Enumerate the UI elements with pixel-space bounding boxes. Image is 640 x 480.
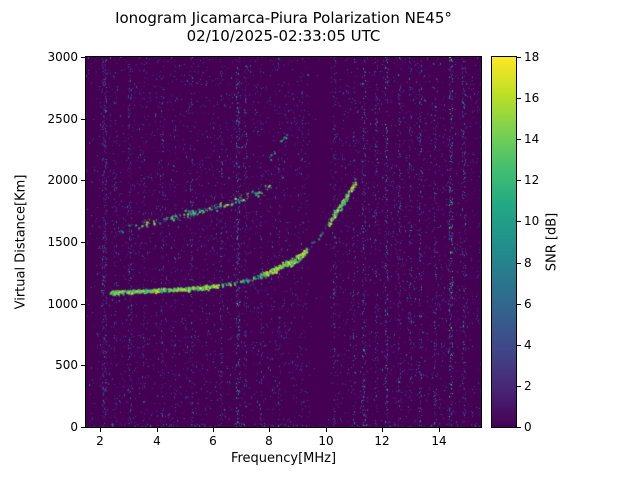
colorbar-tick-mark <box>517 180 521 181</box>
colorbar-tick-mark <box>517 139 521 140</box>
y-tick-mark <box>81 119 85 120</box>
colorbar-tick-mark <box>517 98 521 99</box>
x-tick-mark <box>439 428 440 432</box>
x-tick-mark <box>269 428 270 432</box>
x-tick-mark <box>213 428 214 432</box>
x-tick-mark <box>157 428 158 432</box>
y-tick-mark <box>81 427 85 428</box>
y-axis-label: Virtual Distance[Km] <box>13 174 29 310</box>
colorbar-tick-label: 6 <box>524 297 532 311</box>
x-axis-label: Frequency[MHz] <box>230 451 337 466</box>
y-tick-label: 1000 <box>47 297 78 311</box>
y-tick-label: 500 <box>55 358 78 372</box>
colorbar-tick-mark <box>517 427 521 428</box>
colorbar-tick-label: 2 <box>524 379 532 393</box>
ionogram-heatmap <box>86 57 481 427</box>
colorbar-tick-label: 16 <box>524 91 540 105</box>
chart-title-line2: 02/10/2025-02:33:05 UTC <box>186 27 381 45</box>
colorbar-tick-mark <box>517 304 521 305</box>
x-tick-label: 12 <box>374 434 390 448</box>
chart-title: Ionogram Jicamarca-Piura Polarization NE… <box>86 9 481 45</box>
colorbar-tick-mark <box>517 221 521 222</box>
y-tick-mark <box>81 242 85 243</box>
colorbar-tick-label: 10 <box>524 214 540 228</box>
chart-title-line1: Ionogram Jicamarca-Piura Polarization NE… <box>115 9 452 27</box>
x-tick-label: 14 <box>431 434 447 448</box>
y-tick-label: 1500 <box>47 235 78 249</box>
colorbar-tick-label: 4 <box>524 338 532 352</box>
y-tick-mark <box>81 304 85 305</box>
y-tick-mark <box>81 180 85 181</box>
y-tick-mark <box>81 57 85 58</box>
colorbar-tick-label: 8 <box>524 256 532 270</box>
x-tick-label: 6 <box>209 434 217 448</box>
colorbar-tick-label: 0 <box>524 420 532 434</box>
y-tick-label: 3000 <box>47 50 78 64</box>
y-tick-label: 2000 <box>47 173 78 187</box>
colorbar-tick-label: 18 <box>524 50 540 64</box>
colorbar-gradient <box>492 57 516 427</box>
colorbar-tick-label: 14 <box>524 132 540 146</box>
x-tick-mark <box>326 428 327 432</box>
colorbar-tick-mark <box>517 263 521 264</box>
x-tick-mark <box>382 428 383 432</box>
colorbar-tick-label: 12 <box>524 173 540 187</box>
colorbar-tick-mark <box>517 386 521 387</box>
y-tick-label: 0 <box>70 420 78 434</box>
colorbar-tick-mark <box>517 345 521 346</box>
x-tick-label: 10 <box>318 434 334 448</box>
x-tick-label: 2 <box>96 434 104 448</box>
x-tick-mark <box>100 428 101 432</box>
colorbar-label: SNR [dB] <box>544 212 560 272</box>
x-tick-label: 8 <box>265 434 273 448</box>
y-tick-label: 2500 <box>47 112 78 126</box>
x-tick-label: 4 <box>153 434 161 448</box>
y-tick-mark <box>81 365 85 366</box>
colorbar-tick-mark <box>517 57 521 58</box>
